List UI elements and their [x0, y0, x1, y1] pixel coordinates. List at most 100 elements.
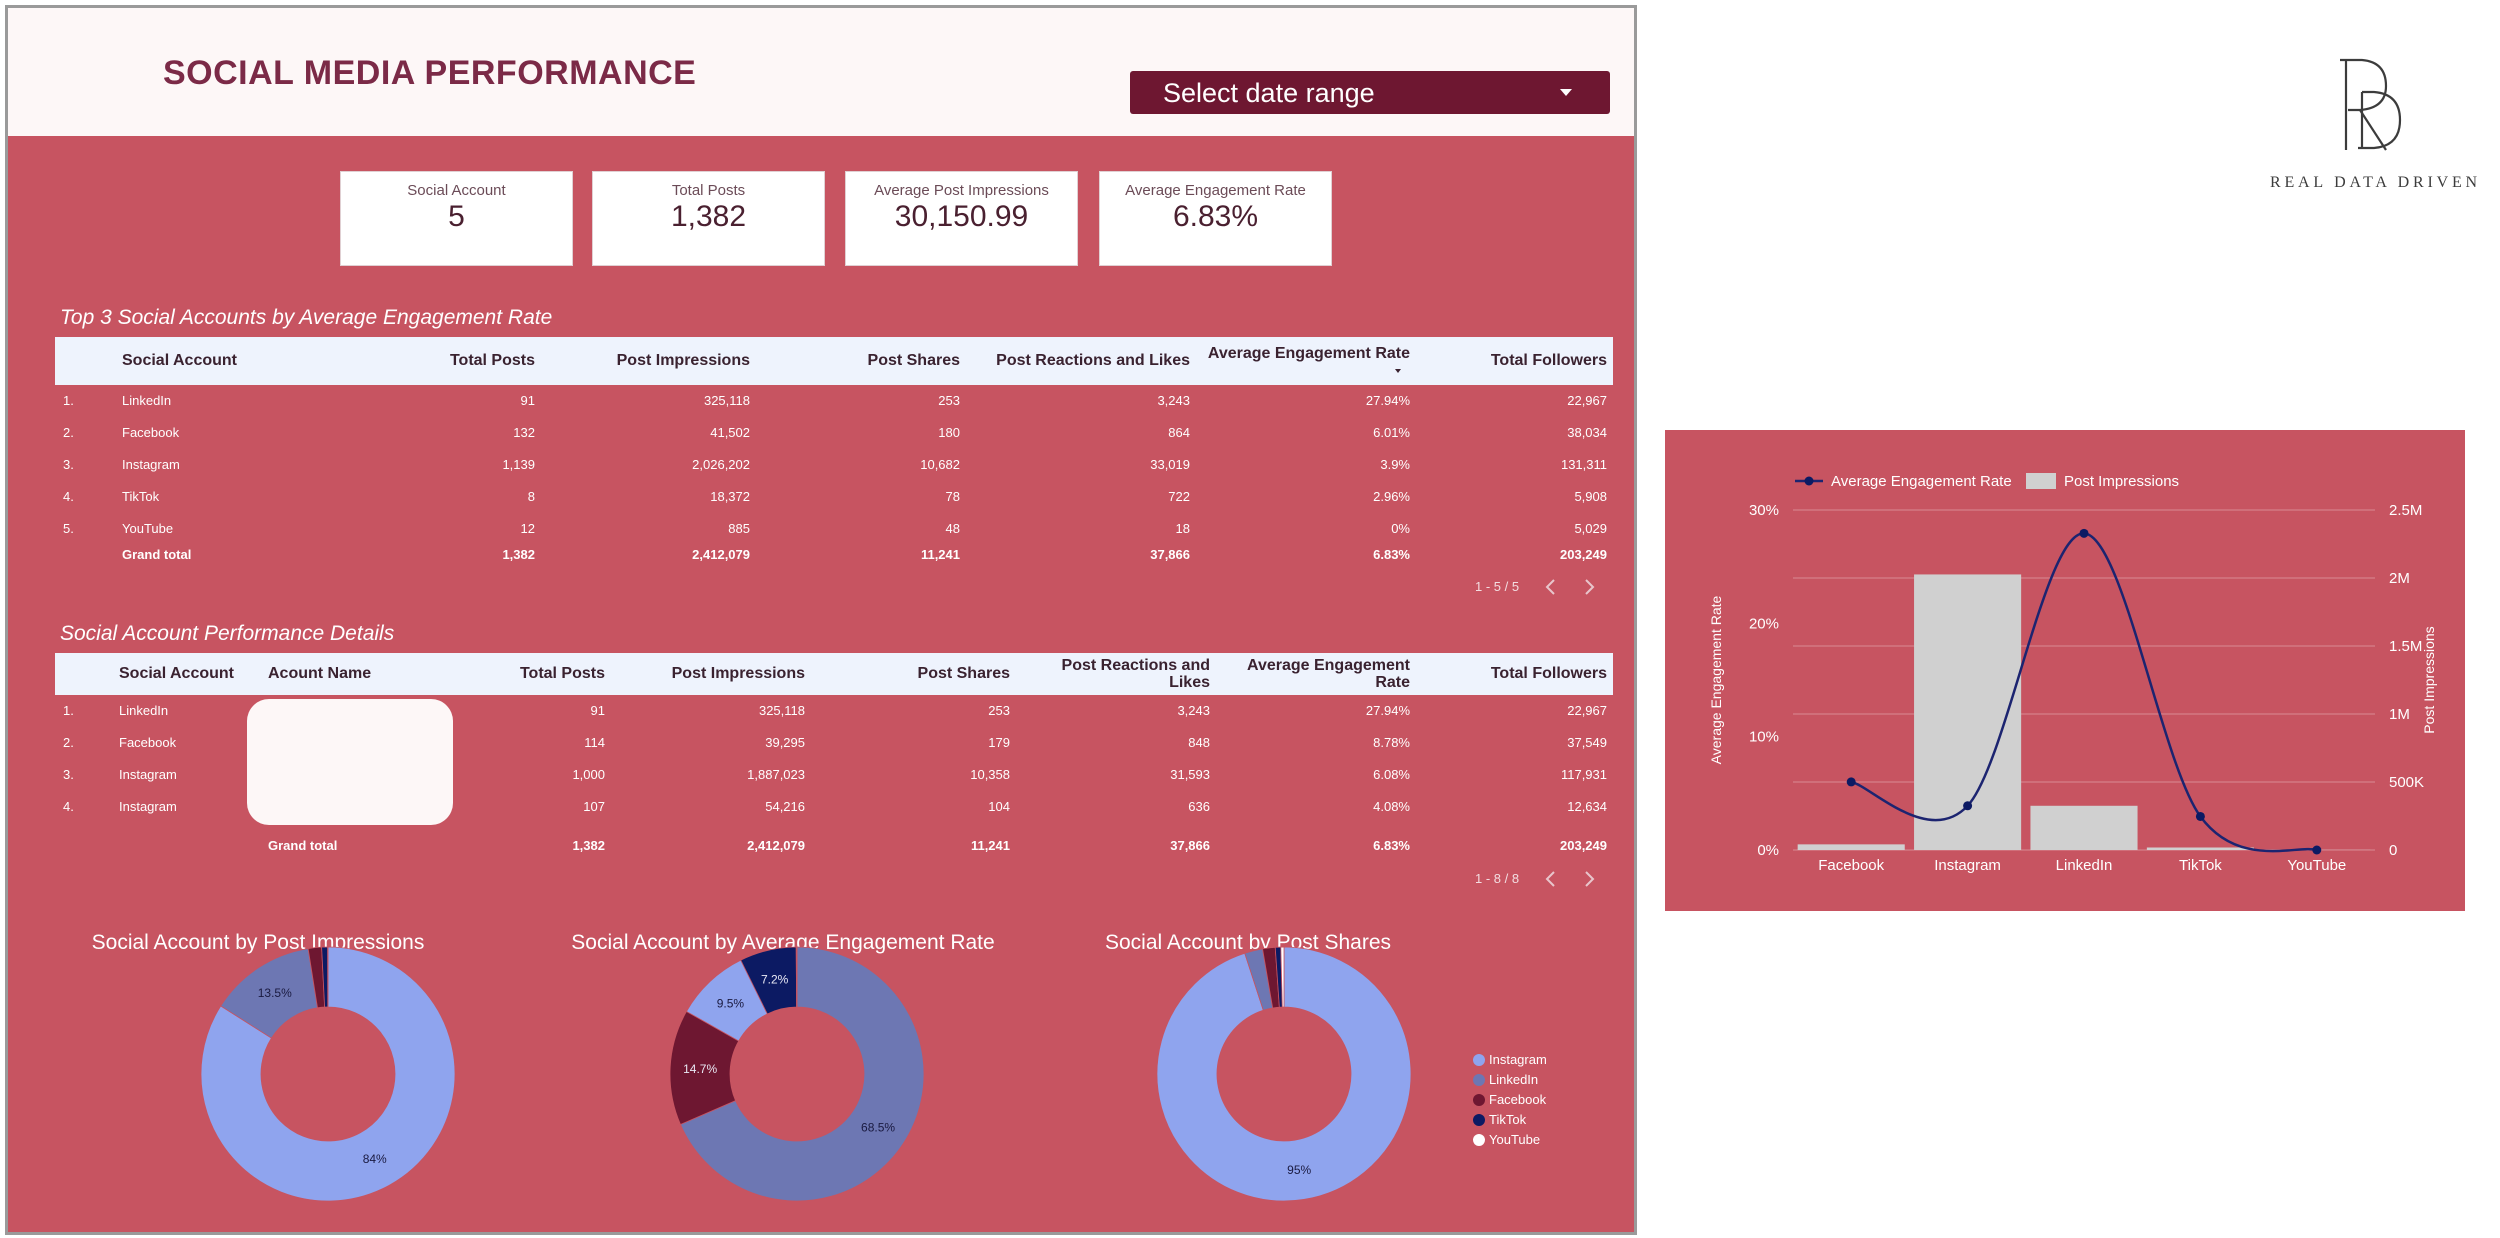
col-header[interactable]: Total Posts — [519, 665, 605, 682]
x-tick-label: TikTok — [2179, 857, 2222, 874]
table-row[interactable]: 2. Facebook 132 41,502 180 864 6.01% 38,034 — [55, 417, 1613, 449]
chevron-left-icon — [1545, 579, 1555, 595]
y2-tick-label: 2.5M — [2389, 502, 2422, 519]
row-index: 2. — [63, 425, 74, 440]
y2-tick-label: 2M — [2389, 570, 2410, 587]
legend-label: YouTube — [1489, 1132, 1541, 1147]
table-cell: LinkedIn — [119, 703, 169, 718]
top-table-title: Top 3 Social Accounts by Average Engagem… — [60, 306, 553, 329]
x-tick-label: Facebook — [1818, 857, 1884, 874]
legend-label: Instagram — [1489, 1052, 1547, 1067]
row-index: 1. — [63, 393, 74, 408]
caret-down-icon — [1560, 89, 1572, 96]
kpi-label: Total Posts — [671, 182, 746, 199]
y-tick-label: 30% — [1749, 502, 1779, 519]
total-cell: Grand total — [268, 838, 338, 853]
table-cell: 132 — [513, 425, 535, 440]
col-header[interactable]: Post Impressions — [616, 352, 750, 369]
table-row[interactable]: 4. Instagram 107 54,216 104 636 4.08% 12,634 — [55, 791, 1613, 823]
col-header[interactable]: Total Posts — [449, 352, 535, 369]
table-cell: 636 — [1188, 799, 1210, 814]
table-cell: 6.01% — [1373, 425, 1410, 440]
table-cell: 48 — [945, 521, 960, 536]
slice-label: 68.5% — [861, 1120, 895, 1134]
row-index: 3. — [63, 457, 74, 472]
table-row[interactable]: 3. Instagram 1,000 1,887,023 10,358 31,593 6.0… — [55, 759, 1613, 791]
table-cell: 3.9% — [1380, 457, 1410, 472]
chevron-right-icon — [1585, 871, 1595, 887]
col-header[interactable]: Total Followers — [1490, 665, 1607, 682]
line-point-facebook — [1846, 777, 1856, 787]
col-header[interactable]: Average Engagement Rate — [1246, 657, 1410, 691]
col-header[interactable]: Acount Name — [268, 665, 372, 682]
legend-item-facebook[interactable]: Facebook — [1473, 1092, 1546, 1108]
col-header[interactable]: Post Shares — [867, 352, 960, 369]
table-cell: 10,358 — [970, 767, 1010, 782]
chevron-right-icon — [1585, 579, 1595, 595]
prev-page-button[interactable] — [1543, 577, 1559, 597]
col-header[interactable]: Social Account — [122, 352, 237, 369]
table-row[interactable]: 3. Instagram 1,139 2,026,202 10,682 33,019 3.9… — [55, 449, 1613, 481]
total-cell: 1,382 — [502, 547, 535, 562]
next-page-button[interactable] — [1581, 869, 1597, 889]
col-header[interactable]: Post Reactions and Likes — [996, 352, 1190, 369]
y-axis-title: Average Engagement Rate — [1708, 595, 1724, 764]
table-cell: 3,243 — [1157, 393, 1190, 408]
table-cell: Instagram — [119, 767, 177, 782]
kpi-value: 6.83% — [1172, 200, 1259, 233]
rd-monogram-icon — [2340, 58, 2402, 151]
col-header[interactable]: Post Reactions and Likes — [1061, 657, 1210, 691]
table-cell: 4.08% — [1373, 799, 1410, 814]
total-cell: 6.83% — [1373, 838, 1410, 853]
kpi-card-social-account: Social Account 5 — [340, 171, 573, 266]
row-index: 4. — [63, 489, 74, 504]
prev-page-button[interactable] — [1543, 869, 1559, 889]
donut-slice-youtube — [1280, 946, 1285, 1008]
legend-bar-icon — [2026, 473, 2056, 489]
detail-table-title: Social Account Performance Details — [60, 622, 395, 645]
legend-item-tiktok[interactable]: TikTok — [1473, 1112, 1526, 1128]
kpi-label: Social Account — [407, 182, 506, 199]
legend-label: LinkedIn — [1489, 1072, 1539, 1087]
row-index: 5. — [63, 521, 74, 536]
table-row[interactable]: 1. LinkedIn 91 325,118 253 3,243 27.94% 22,967 — [55, 385, 1613, 417]
brand-logo: REAL DATA DRIVEN — [2262, 52, 2500, 202]
legend-item-linkedin[interactable]: LinkedIn — [1473, 1072, 1538, 1088]
legend-item-youtube[interactable]: YouTube — [1473, 1132, 1540, 1148]
table-row[interactable]: 1. LinkedIn 91 325,118 253 3,243 27.94% 22,967 — [55, 695, 1613, 727]
col-header[interactable]: Post Shares — [917, 665, 1010, 682]
y-tick-label: 20% — [1749, 615, 1779, 632]
slice-label: 9.5% — [717, 996, 745, 1010]
donut-slice-youtube — [795, 946, 798, 1008]
table-cell: 41,502 — [710, 425, 750, 440]
y-tick-label: 10% — [1749, 729, 1779, 746]
y2-axis-title: Post Impressions — [2421, 626, 2437, 733]
table-cell: 107 — [583, 799, 605, 814]
col-header[interactable]: Total Followers — [1490, 352, 1607, 369]
col-header[interactable]: Post Impressions — [671, 665, 805, 682]
row-index: 3. — [63, 767, 74, 782]
legend-label: TikTok — [1489, 1112, 1527, 1127]
table-cell: 114 — [584, 735, 605, 750]
bar-linkedin — [2030, 805, 2138, 850]
table-cell: 12,634 — [1567, 799, 1607, 814]
table-row[interactable]: 2. Facebook 114 39,295 179 848 8.78% 37,549 — [55, 727, 1613, 759]
date-range-label: Select date range — [1163, 78, 1375, 108]
col-header[interactable]: Social Account — [119, 665, 234, 682]
redacted-account-names — [247, 699, 453, 825]
total-cell: 203,249 — [1560, 547, 1607, 562]
table-cell: 5,029 — [1574, 521, 1607, 536]
line-point-youtube — [2312, 845, 2322, 855]
y2-tick-label: 0 — [2389, 842, 2397, 859]
total-cell: 37,866 — [1150, 547, 1190, 562]
row-index: 2. — [63, 735, 74, 750]
table-row[interactable]: 5. YouTube 12 885 48 18 0% 5,029 — [55, 513, 1613, 545]
col-header[interactable]: Average Engagement Rate — [1207, 345, 1410, 362]
legend-dot-icon — [1473, 1074, 1485, 1086]
next-page-button[interactable] — [1581, 577, 1597, 597]
legend-item-instagram[interactable]: Instagram — [1473, 1052, 1547, 1068]
y-tick-label: 0% — [1757, 842, 1779, 859]
table-cell: 39,295 — [765, 735, 805, 750]
date-range-dropdown[interactable]: Select date range — [1130, 71, 1610, 114]
table-row[interactable]: 4. TikTok 8 18,372 78 722 2.96% 5,908 — [55, 481, 1613, 513]
